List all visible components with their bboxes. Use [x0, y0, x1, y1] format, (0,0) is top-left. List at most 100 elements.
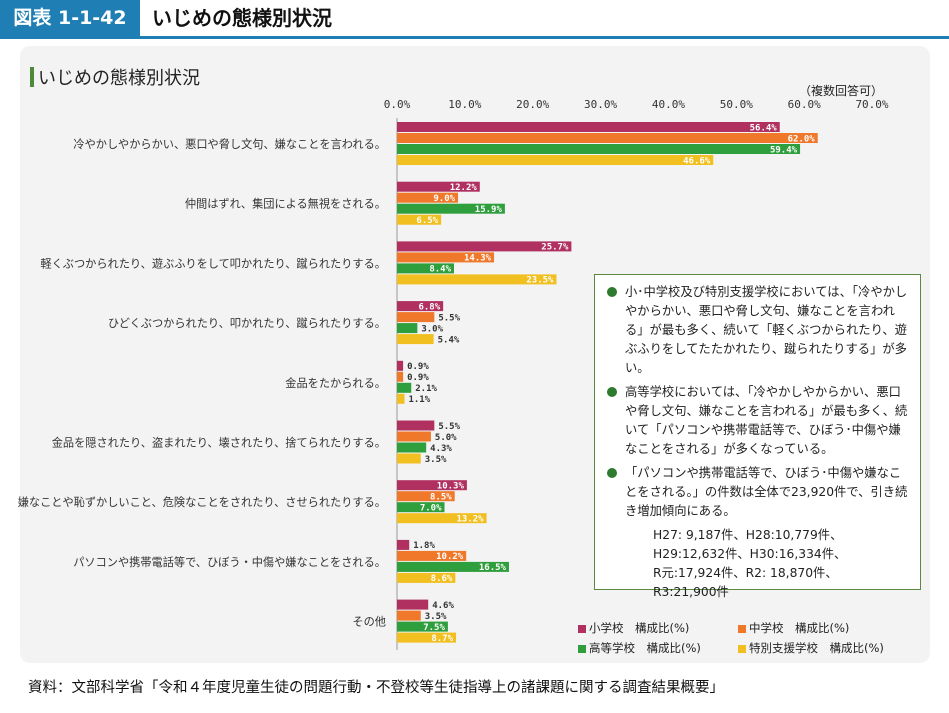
data-label: 10.3% [437, 482, 465, 492]
note-detail: H27: 9,187件、H28:10,779件、 [653, 528, 843, 542]
legend-swatch [738, 624, 746, 633]
bar [397, 192, 459, 203]
data-label: 1.8% [413, 541, 435, 551]
legend-label: 高等学校 構成比(%) [589, 641, 701, 655]
legend-item-junior-high: 中学校 構成比(%) [738, 620, 849, 636]
bar [397, 599, 429, 610]
data-label: 25.7% [541, 243, 569, 253]
bar [397, 301, 444, 312]
data-label: 15.9% [475, 205, 503, 215]
header-divider [0, 36, 949, 39]
bar [397, 334, 434, 345]
x-tick-label: 70.0% [855, 98, 888, 111]
data-label: 16.5% [479, 563, 507, 573]
figure-title: いじめの態様別状況 [152, 6, 332, 30]
legend-label: 中学校 構成比(%) [749, 621, 850, 635]
data-label: 14.3% [464, 254, 492, 264]
panel-title: いじめの態様別状況 [38, 68, 200, 89]
bar [397, 420, 435, 431]
bar [397, 561, 509, 572]
category-label: パソコンや携帯電話等で、ひぼう・中傷や嫌なことをされる。 [73, 555, 386, 569]
bar [397, 214, 442, 225]
note-item: 小･中学校及び特別支援学校においては、「冷やかしやからかい、悪口や脅し文句、嫌な… [605, 283, 910, 378]
bar [397, 491, 455, 502]
data-label: 6.5% [416, 216, 438, 226]
legend-label: 特別支援学校 構成比(%) [749, 641, 884, 655]
unit-note: （複数回答可） [799, 83, 883, 98]
category-label: 金品をたかられる。 [285, 376, 386, 390]
data-label: 8.6% [431, 574, 453, 584]
bar [397, 539, 410, 550]
bullet-icon [607, 468, 617, 478]
data-label: 4.3% [430, 444, 452, 454]
category-label: 金品を隠されたり、盗まれたり、壊されたり、捨てられたりする。 [52, 436, 386, 450]
data-label: 2.1% [415, 384, 437, 394]
bar [397, 274, 557, 285]
data-label: 56.4% [750, 123, 778, 133]
data-label: 0.9% [407, 373, 429, 383]
data-label: 8.7% [431, 634, 453, 644]
category-label: ひどくぶつかられたり、叩かれたり、蹴られたりする。 [108, 316, 386, 330]
bar [397, 632, 457, 643]
legend-label: 小学校 構成比(%) [589, 621, 690, 635]
figure-header: 図表 1-1-42 いじめの態様別状況 [0, 0, 949, 36]
bar [397, 382, 412, 393]
x-tick-label: 20.0% [516, 98, 549, 111]
bar [397, 572, 456, 583]
figure-number: 図表 1-1-42 [0, 0, 140, 36]
legend-swatch [738, 644, 746, 653]
legend-item-special-support: 特別支援学校 構成比(%) [738, 640, 884, 656]
bar [397, 393, 405, 404]
bar [397, 550, 467, 561]
bar [397, 453, 421, 464]
bar [397, 513, 487, 524]
data-label: 3.5% [425, 455, 447, 465]
data-label: 23.5% [526, 276, 554, 286]
data-label: 8.4% [429, 265, 451, 275]
data-label: 7.5% [423, 623, 445, 633]
x-tick-label: 10.0% [448, 98, 481, 111]
category-label: 仲間はずれ、集団による無視をされる。 [185, 197, 386, 211]
note-detail: H29:12,632件、H30:16,334件、 [653, 547, 847, 561]
bar [397, 144, 801, 154]
note-text: 小･中学校及び特別支援学校においては、「冷やかしやからかい、悪口や脅し文句、嫌な… [625, 285, 908, 375]
data-label: 3.5% [425, 612, 447, 622]
data-label: 3.0% [421, 324, 443, 334]
x-tick-label: 50.0% [720, 98, 753, 111]
bar [397, 442, 427, 453]
note-detail: R3:21,900件 [653, 585, 729, 599]
legend-item-high-school: 高等学校 構成比(%) [578, 640, 701, 656]
legend-swatch [578, 644, 586, 653]
category-label: 冷やかしやからかい、悪口や脅し文句、嫌なことを言われる。 [73, 137, 386, 151]
chart-legend: 小学校 構成比(%) 中学校 構成比(%) 高等学校 構成比(%) 特別支援学校… [578, 620, 918, 660]
bullet-icon [607, 287, 617, 297]
data-label: 6.8% [418, 302, 440, 312]
bar [397, 181, 480, 192]
data-label: 13.2% [456, 515, 484, 525]
data-label: 8.5% [430, 493, 452, 503]
bar [397, 360, 404, 371]
bar [397, 203, 505, 214]
bar [397, 323, 418, 334]
data-label: 5.4% [438, 335, 460, 345]
source-note: 資料：文部科学省「令和４年度児童生徒の問題行動・不登校等生徒指導上の諸課題に関す… [28, 680, 724, 696]
legend-swatch [578, 624, 586, 633]
data-label: 1.1% [408, 395, 430, 405]
bar [397, 371, 404, 382]
bar [397, 241, 572, 252]
bar [397, 122, 780, 132]
data-label: 5.5% [438, 422, 460, 432]
note-text: 「パソコンや携帯電話等で、ひぼう･中傷や嫌なことをされる。」の件数は全体で23,… [625, 466, 908, 518]
bar [397, 155, 714, 165]
category-label: その他 [352, 616, 386, 629]
note-detail: R元:17,924件、R2: 18,870件、 [653, 566, 838, 580]
note-item: 高等学校においては、「冷やかしやからかい、悪口や脅し文句、嫌なことを言われる」が… [605, 383, 910, 459]
data-label: 7.0% [420, 504, 442, 514]
category-label: 軽くぶつかられたり、遊ぶふりをして叩かれたり、蹴られたりする。 [40, 256, 386, 270]
bar [397, 502, 445, 513]
x-tick-label: 40.0% [652, 98, 685, 111]
data-label: 62.0% [788, 134, 816, 144]
category-label: 嫌なことや恥ずかしいこと、危険なことをされたり、させられたりする。 [18, 495, 386, 509]
bar [397, 621, 448, 632]
